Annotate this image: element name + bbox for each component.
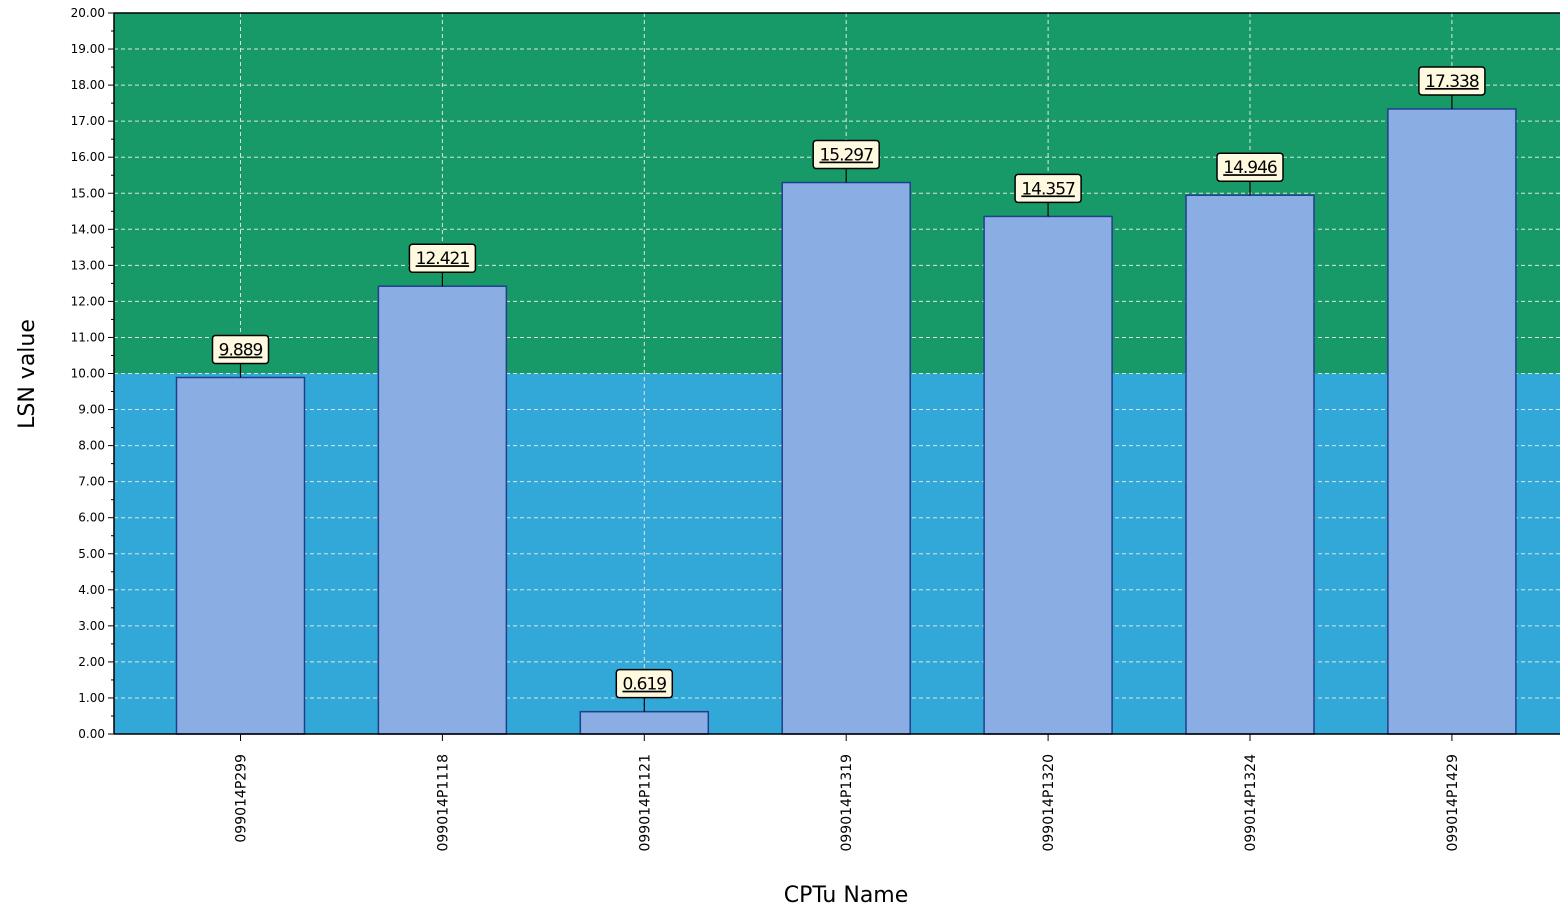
y-tick-label: 16.00: [71, 150, 105, 164]
bars: [175, 108, 1517, 735]
y-tick-label: 4.00: [78, 583, 105, 597]
y-tick-label: 6.00: [78, 511, 105, 525]
y-tick-label: 7.00: [78, 475, 105, 489]
y-tick-label: 5.00: [78, 547, 105, 561]
y-tick-label: 2.00: [78, 655, 105, 669]
y-tick-label: 12.00: [71, 294, 105, 308]
data-label: 0.619: [622, 675, 666, 695]
y-tick-label: 9.00: [78, 403, 105, 417]
y-tick-label: 14.00: [71, 222, 105, 236]
data-label-box: [211, 334, 270, 365]
y-tick-label: 3.00: [78, 619, 105, 633]
x-axis-title: CPTu Name: [784, 883, 909, 908]
data-labels: 9.889 12.421 0.619 15.297 14.357 14.946 17.338: [211, 66, 1486, 712]
x-tick-label: 099014P1118: [435, 754, 451, 852]
bar-099014P1429: [1387, 108, 1517, 735]
y-tick-label: 15.00: [71, 186, 105, 200]
x-tick-labels: 099014P299 099014P1118 099014P1121 099014P1…: [234, 754, 1461, 852]
data-label: 9.889: [219, 341, 263, 361]
data-label-box: [1418, 66, 1486, 96]
y-tick-label: 20.00: [71, 6, 105, 20]
axes: [108, 12, 1560, 741]
bar-099014P1118: [377, 285, 508, 735]
y-tick-label: 11.00: [71, 330, 105, 344]
x-tick-label: 099014P299: [234, 754, 250, 843]
bar-099014P1121: [579, 710, 710, 735]
data-label: 14.357: [1021, 179, 1075, 199]
x-tick-label: 099014P1324: [1243, 754, 1259, 852]
y-tick-label: 19.00: [71, 42, 105, 56]
data-label: 12.421: [416, 249, 470, 269]
y-tick-label: 10.00: [71, 367, 105, 381]
y-axis-title: LSN value: [15, 319, 40, 429]
y-tick-label: 1.00: [78, 691, 105, 705]
bar-099014P1324: [1185, 194, 1315, 735]
data-label: 14.946: [1223, 158, 1277, 178]
x-tick-label: 099014P1320: [1041, 754, 1057, 852]
bar-099014P1319: [781, 181, 911, 735]
y-tick-label: 8.00: [78, 439, 105, 453]
y-tick-label: 18.00: [71, 78, 105, 92]
data-label-box: [615, 668, 674, 699]
x-tick-label: 099014P1319: [839, 754, 855, 852]
data-label-box: [1216, 152, 1284, 182]
x-tick-label: 099014P1429: [1445, 754, 1461, 852]
data-label-box: [408, 243, 477, 273]
y-tick-labels: 0.00 1.00 2.00 3.00 4.00 5.00 6.00 7.00 8.00 9.00…: [71, 6, 105, 741]
x-tick-label: 099014P1121: [637, 754, 653, 852]
data-label: 17.338: [1425, 72, 1479, 92]
bar-099014P1320: [983, 215, 1113, 735]
y-tick-label: 17.00: [71, 114, 105, 128]
data-label: 15.297: [819, 146, 873, 166]
y-tick-label: 13.00: [71, 258, 105, 272]
bar-099014P299: [175, 376, 306, 735]
data-label-box: [812, 139, 880, 170]
y-tick-label: 0.00: [78, 727, 105, 741]
data-label-box: [1014, 173, 1082, 204]
